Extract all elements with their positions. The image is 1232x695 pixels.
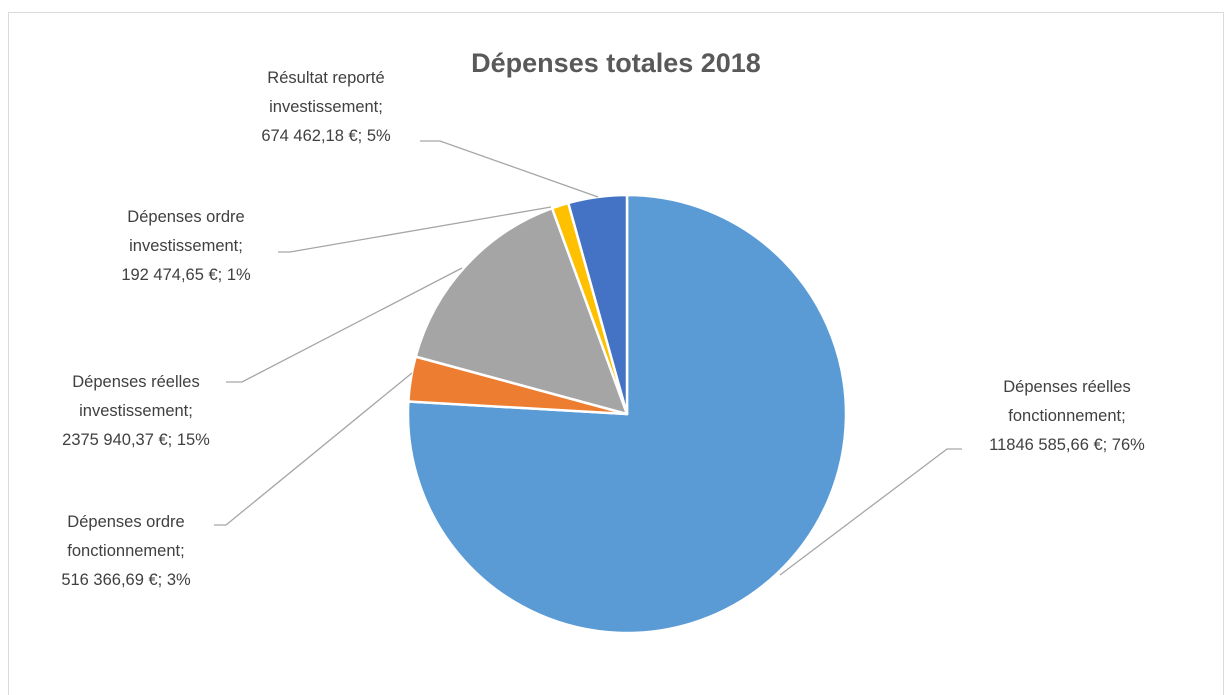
chart-title: Dépenses totales 2018 bbox=[471, 48, 761, 78]
data-label-line: 11846 585,66 €; 76% bbox=[989, 436, 1145, 454]
data-label-line: fonctionnement; bbox=[1008, 407, 1125, 425]
data-label: Dépenses ordre investissement; 192 474,65 … bbox=[121, 208, 251, 284]
data-label-line: Dépenses ordre bbox=[67, 513, 184, 531]
pie-slices bbox=[406, 193, 848, 635]
leader-line bbox=[278, 206, 552, 253]
data-labels: Dépenses réelles fonctionnement; 11846 585… bbox=[61, 69, 1145, 589]
data-label-line: 2375 940,37 €; 15% bbox=[62, 431, 210, 449]
leader-line bbox=[779, 448, 962, 576]
leader-line bbox=[226, 267, 463, 383]
data-label-line: Dépenses ordre bbox=[127, 208, 244, 226]
data-label: Dépenses réelles investissement; 2375 940,… bbox=[62, 373, 210, 449]
data-label-line: Résultat reporté bbox=[267, 69, 384, 87]
leader-lines bbox=[214, 140, 962, 576]
leader-line bbox=[214, 372, 413, 526]
data-label-line: investissement; bbox=[269, 98, 383, 116]
data-label-line: Dépenses réelles bbox=[72, 373, 200, 391]
data-label-line: investissement; bbox=[79, 402, 193, 420]
data-label-line: 674 462,18 €; 5% bbox=[261, 127, 391, 145]
data-label-line: 516 366,69 €; 3% bbox=[61, 571, 191, 589]
data-label-line: investissement; bbox=[129, 237, 243, 255]
data-label: Dépenses réelles fonctionnement; 11846 585… bbox=[989, 378, 1145, 454]
leader-line bbox=[420, 140, 599, 198]
data-label-line: fonctionnement; bbox=[67, 542, 184, 560]
data-label: Résultat reporté investissement; 674 462,1… bbox=[261, 69, 391, 145]
pie-slice bbox=[414, 206, 629, 416]
data-label: Dépenses ordre fonctionnement; 516 366,69 … bbox=[61, 513, 191, 589]
data-label-line: 192 474,65 €; 1% bbox=[121, 266, 251, 284]
data-label-line: Dépenses réelles bbox=[1003, 378, 1131, 396]
